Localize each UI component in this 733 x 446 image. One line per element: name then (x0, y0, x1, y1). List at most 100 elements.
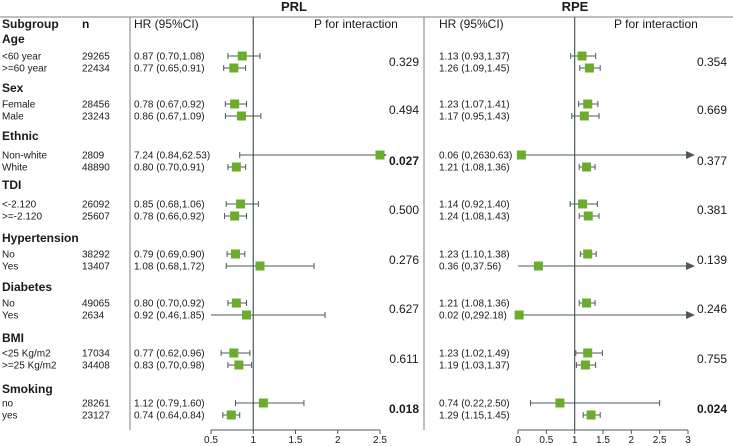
hr-ci-label: 1.21 (1.08,1.36) (439, 163, 510, 174)
prl-p-header: P for interaction (314, 17, 398, 31)
p-interaction-value: 0.500 (389, 203, 419, 217)
hazard-ratio-marker (582, 162, 592, 172)
sample-size: 17034 (82, 349, 110, 360)
prl-forest-panel: 0.5 1 1.5 2 2.5 0.87 (0.70,1.08)0.77 (0.65,0.… (134, 17, 419, 446)
group-heading: Age (2, 32, 25, 46)
hazard-ratio-marker (226, 410, 236, 420)
p-interaction-value: 0.627 (389, 302, 419, 316)
subgroup-label: <-2.120 (2, 200, 37, 211)
hazard-ratio-marker (231, 162, 241, 172)
hr-ci-label: 1.12 (0.79,1.60) (134, 399, 205, 410)
subgroup-label: Female (2, 100, 36, 111)
hr-ci-label: 7.24 (0.84,62.53) (134, 151, 210, 162)
p-interaction-value: 0.024 (697, 402, 727, 416)
hazard-ratio-marker (516, 150, 526, 160)
n-header: n (82, 17, 89, 31)
sample-size: 13407 (82, 262, 110, 273)
hr-ci-label: 0.78 (0.66,0.92) (134, 212, 205, 223)
hazard-ratio-marker (533, 261, 543, 271)
rpe-panel-title: RPE (562, 0, 589, 14)
group-heading: BMI (2, 331, 24, 345)
p-interaction-value: 0.494 (389, 103, 419, 117)
ci-overflow-arrow (686, 151, 695, 159)
x-tick-label: 0 (515, 435, 521, 446)
hr-ci-label: 0.83 (0.70,0.98) (134, 361, 205, 372)
hazard-ratio-marker (586, 410, 596, 420)
p-interaction-value: 0.018 (389, 402, 419, 416)
sample-size: 48890 (82, 163, 110, 174)
prl-hr-header: HR (95%CI) (134, 17, 199, 31)
hazard-ratio-marker (231, 249, 241, 259)
hr-ci-label: 1.29 (1.15,1.45) (439, 411, 510, 422)
hazard-ratio-marker (230, 99, 240, 109)
group-heading: Smoking (2, 382, 53, 396)
subgroup-label: <60 year (2, 52, 42, 63)
hr-ci-label: 0.74 (0.64,0.84) (134, 411, 205, 422)
x-tick-label: 2.5 (373, 435, 387, 446)
p-interaction-value: 0.755 (697, 352, 727, 366)
sample-size: 23127 (82, 411, 110, 422)
hr-ci-label: 0.80 (0.70,0.92) (134, 299, 205, 310)
hazard-ratio-marker (236, 199, 246, 209)
x-tick-label: 1.5 (289, 435, 303, 446)
hr-ci-label: 1.26 (1.09,1.45) (439, 64, 510, 75)
group-heading: TDI (2, 178, 21, 192)
hazard-ratio-marker (375, 150, 385, 160)
subgroup-label: Yes (2, 311, 18, 322)
prl-panel-title: PRL (281, 0, 307, 14)
p-interaction-value: 0.329 (389, 55, 419, 69)
group-heading: Hypertension (2, 231, 79, 245)
hazard-ratio-marker (578, 199, 588, 209)
p-interaction-value: 0.669 (697, 103, 727, 117)
hr-ci-label: 0.87 (0.70,1.08) (134, 52, 205, 63)
ci-overflow-arrow (686, 311, 695, 319)
hr-ci-label: 1.23 (1.02,1.49) (439, 349, 510, 360)
hr-ci-label: 1.23 (1.10,1.38) (439, 250, 510, 261)
x-tick-label: 2.5 (653, 435, 667, 446)
p-interaction-value: 0.381 (697, 203, 727, 217)
hr-ci-label: 1.14 (0.92,1.40) (439, 200, 510, 211)
p-interaction-value: 0.611 (389, 352, 418, 366)
group-heading: Sex (2, 81, 24, 95)
hr-ci-label: 1.13 (0.93,1.37) (439, 52, 510, 63)
sample-size: 23243 (82, 112, 110, 123)
subgroup-label: Male (2, 112, 24, 123)
hazard-ratio-marker (514, 310, 524, 320)
hr-ci-label: 0.02 (0,292.18) (439, 311, 507, 322)
p-interaction-value: 0.276 (389, 253, 419, 267)
hazard-ratio-marker (258, 398, 268, 408)
hr-ci-label: 0.80 (0.70,0.91) (134, 163, 205, 174)
subgroup-label: No (2, 250, 15, 261)
subgroup-label: >=-2.120 (2, 212, 42, 223)
subgroup-label: Yes (2, 262, 18, 273)
p-interaction-value: 0.139 (697, 253, 727, 267)
hazard-ratio-marker (230, 211, 240, 221)
hr-ci-label: 1.17 (0.95,1.43) (439, 112, 510, 123)
hr-ci-label: 1.19 (1.03,1.37) (439, 361, 510, 372)
sample-size: 22434 (82, 64, 110, 75)
hr-ci-label: 0.86 (0.67,1.09) (134, 112, 205, 123)
hr-ci-label: 1.08 (0.68,1.72) (134, 262, 205, 273)
hazard-ratio-marker (583, 249, 593, 259)
subgroup-label: White (2, 163, 28, 174)
x-tick-label: 0.5 (539, 435, 553, 446)
hazard-ratio-marker (236, 111, 246, 121)
rpe-p-header: P for interaction (614, 17, 698, 31)
sample-size: 29265 (82, 52, 110, 63)
hazard-ratio-marker (583, 348, 593, 358)
x-tick-label: 1 (572, 435, 578, 446)
p-interaction-value: 0.377 (697, 154, 727, 168)
hazard-ratio-marker (583, 211, 593, 221)
hr-ci-label: 0.85 (0.68,1.06) (134, 200, 205, 211)
hazard-ratio-marker (234, 360, 244, 370)
hr-ci-label: 0.92 (0.46,1.85) (134, 311, 205, 322)
hr-ci-label: 0.78 (0.67,0.92) (134, 100, 205, 111)
x-tick-label: 2 (335, 435, 341, 446)
sample-size: 26092 (82, 200, 110, 211)
hazard-ratio-marker (555, 398, 565, 408)
hr-ci-label: 0.77 (0.62,0.96) (134, 349, 205, 360)
ci-overflow-arrow (686, 262, 695, 270)
hr-ci-label: 1.21 (1.08,1.36) (439, 299, 510, 310)
hazard-ratio-marker (229, 348, 239, 358)
hazard-ratio-marker (229, 63, 239, 73)
